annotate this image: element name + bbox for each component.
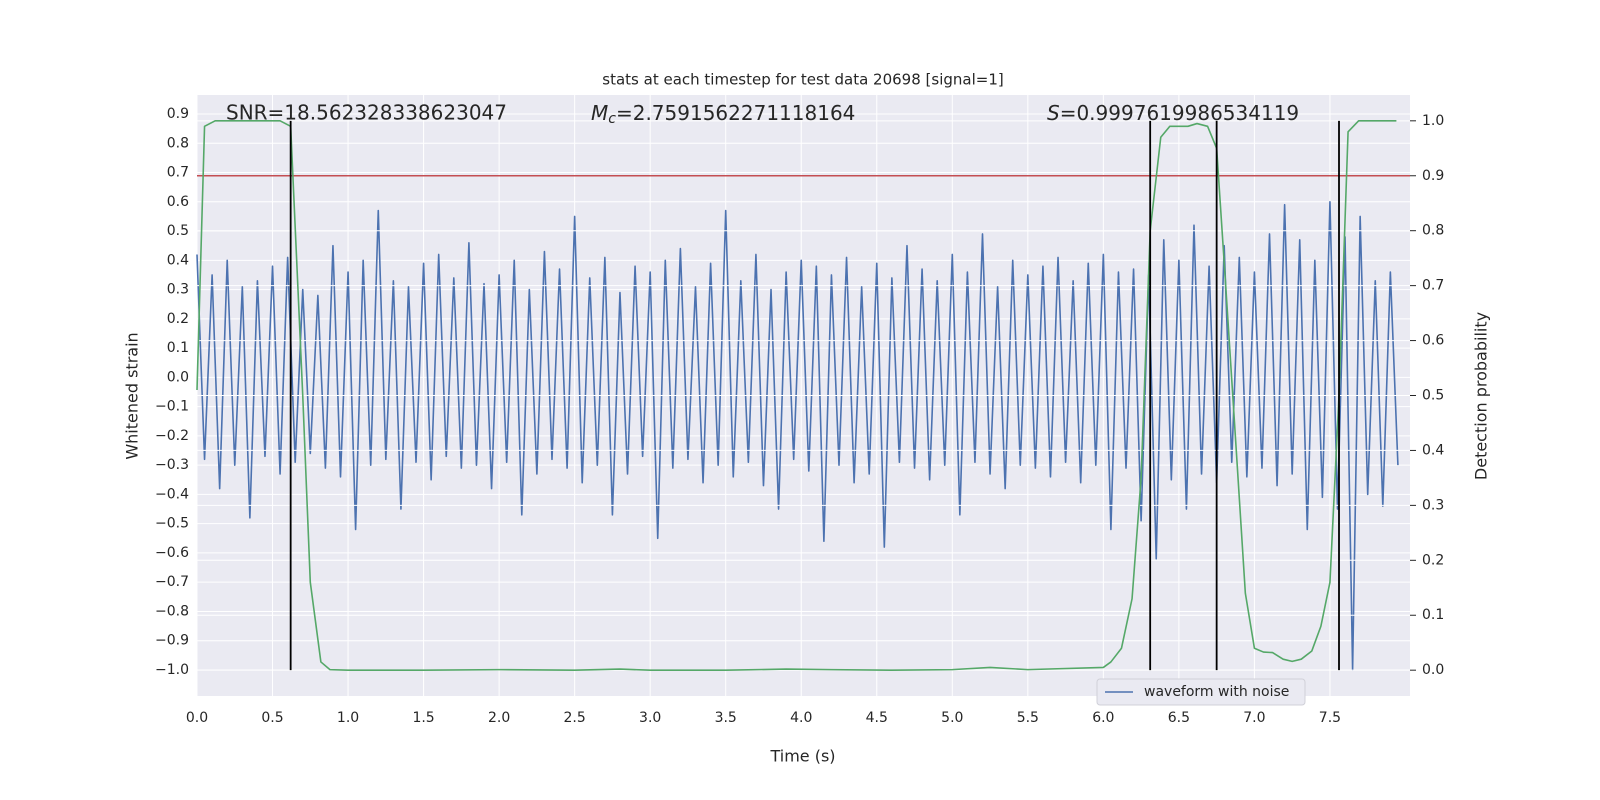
legend-label: waveform with noise: [1144, 684, 1289, 700]
x-tick-label: 4.0: [790, 710, 812, 726]
x-tick-label: 6.0: [1092, 710, 1114, 726]
y-tick-label: −0.4: [155, 486, 189, 502]
x-tick-label: 5.5: [1017, 710, 1039, 726]
x-tick-label: 2.5: [564, 710, 586, 726]
x-tick-label: 0.0: [186, 710, 208, 726]
y2-tick-label: 0.4: [1422, 442, 1444, 458]
y-tick-label: 0.0: [167, 369, 189, 385]
s-value: =0.9997619986534119: [1060, 101, 1299, 125]
x-tick-label: 4.5: [866, 710, 888, 726]
y2-tick-label: 0.0: [1422, 662, 1444, 678]
y-tick-label: 0.8: [167, 135, 189, 151]
y-tick-label: −0.3: [155, 457, 189, 473]
probability-line: [196, 120, 1397, 671]
y2-tick-label: 0.9: [1422, 168, 1444, 184]
y-tick-label: −0.2: [155, 428, 189, 444]
x-axis-label: Time (s): [769, 747, 835, 766]
y2-tick-label: 0.5: [1422, 388, 1444, 404]
snr-annotation: SNR=18.562328338623047: [226, 101, 507, 125]
y2-tick-label: 0.8: [1422, 223, 1444, 239]
y-tick-label: −0.6: [155, 545, 189, 561]
s-symbol: S: [1047, 101, 1060, 125]
y-tick-label: 0.2: [167, 311, 189, 327]
y-axis-label: Whitened strain: [123, 332, 142, 459]
y-tick-label: 0.5: [167, 223, 189, 239]
y-tick-label: 0.6: [167, 194, 189, 210]
chart-title: stats at each timestep for test data 206…: [602, 71, 1003, 89]
y-tick-label: −0.8: [155, 603, 189, 619]
y2-tick-label: 0.6: [1422, 333, 1444, 349]
y-tick-label: −0.5: [155, 516, 189, 532]
x-tick-label: 7.0: [1243, 710, 1265, 726]
x-tick-label: 1.0: [337, 710, 359, 726]
x-tick-label: 3.0: [639, 710, 661, 726]
y-tick-label: 0.1: [167, 340, 189, 356]
x-tick-label: 2.0: [488, 710, 510, 726]
y-tick-label: −1.0: [155, 662, 189, 678]
legend-box: [1096, 678, 1306, 706]
y2-tick-label: 0.2: [1422, 552, 1444, 568]
waveform-line: [196, 201, 1399, 671]
y2-tick-label: 0.1: [1422, 607, 1444, 623]
y-tick-label: 0.7: [167, 165, 189, 181]
y2-axis-label: Detection probability: [1472, 312, 1491, 480]
y-tick-label: −0.7: [155, 574, 189, 590]
y2-tick-label: 1.0: [1422, 113, 1444, 129]
x-tick-label: 3.5: [715, 710, 737, 726]
mc-value: =2.7591562271118164: [616, 101, 855, 125]
x-tick-label: 1.5: [412, 710, 434, 726]
mc-subscript: c: [608, 111, 616, 127]
y-tick-label: −0.1: [155, 399, 189, 415]
x-tick-label: 6.5: [1168, 710, 1190, 726]
mc-annotation: Mc=2.7591562271118164: [591, 101, 855, 128]
s-annotation: S=0.9997619986534119: [1047, 101, 1299, 125]
x-tick-label: 5.0: [941, 710, 963, 726]
mc-symbol: M: [591, 101, 608, 125]
y-tick-label: 0.4: [167, 252, 189, 268]
y-tick-label: −0.9: [155, 633, 189, 649]
y-tick-label: 0.9: [167, 106, 189, 122]
y2-tick-label: 0.7: [1422, 278, 1444, 294]
x-tick-label: 7.5: [1319, 710, 1341, 726]
y2-tick-label: 0.3: [1422, 497, 1444, 513]
y-tick-label: 0.3: [167, 282, 189, 298]
x-tick-label: 0.5: [261, 710, 283, 726]
